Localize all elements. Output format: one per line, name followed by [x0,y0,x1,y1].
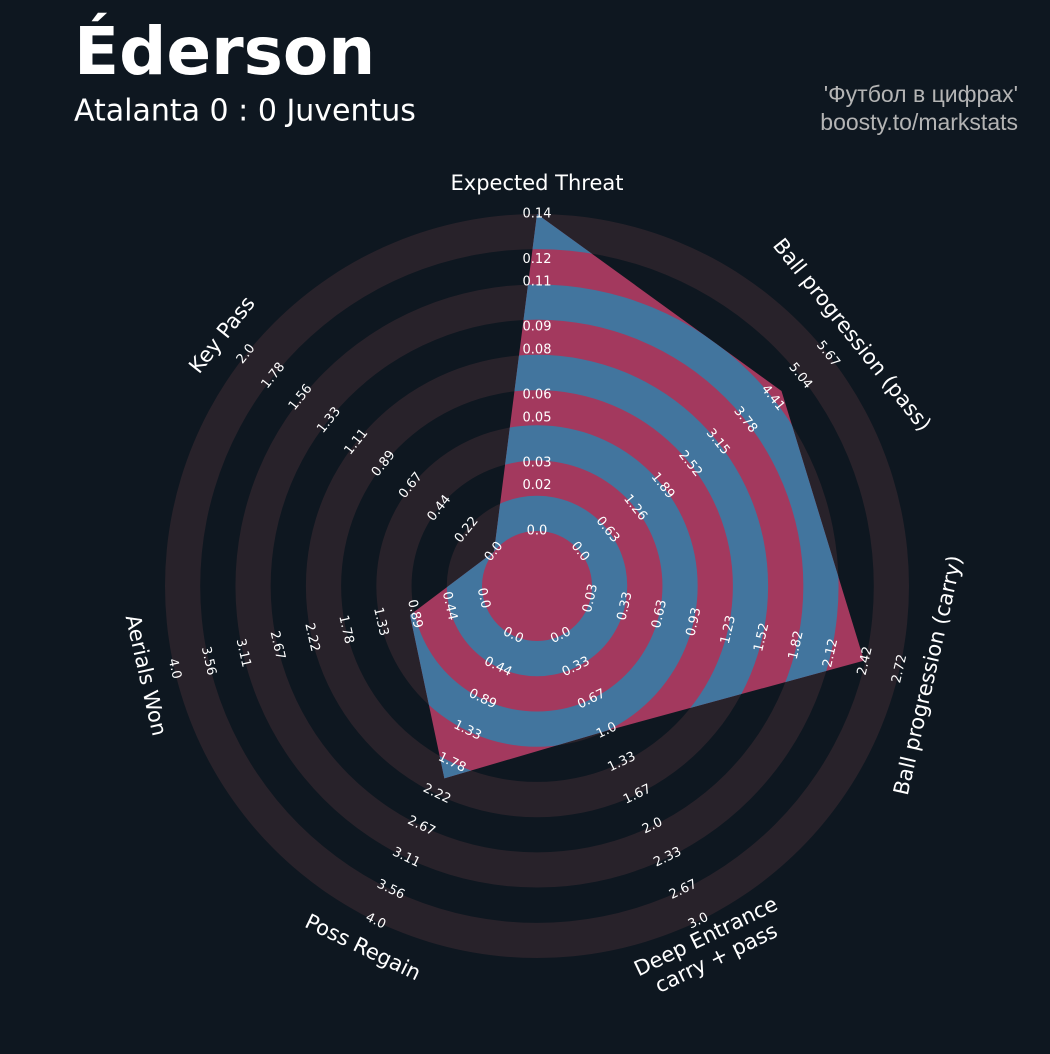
axis-label: Aerials Won [121,612,172,738]
tick-label: 3.11 [233,637,254,669]
tick-label: 0.44 [439,590,460,622]
tick-label: 1.78 [335,614,356,646]
tick-label: 0.0 [527,524,548,539]
tick-label: 0.89 [404,598,425,630]
tick-label: 1.82 [786,629,807,661]
tick-label: 0.0 [474,586,493,610]
tick-label: 0.11 [523,274,552,289]
tick-label: 1.33 [370,606,391,638]
axis-label-line: Expected Threat [451,171,624,195]
tick-label: 0.03 [580,582,601,614]
axis-label: Expected Threat [451,171,624,195]
tick-label: 0.05 [523,410,552,425]
tick-label: 0.14 [523,207,552,222]
tick-label: 0.63 [649,598,670,630]
tick-label: 1.23 [718,614,739,646]
tick-label: 2.22 [301,622,322,654]
tick-label: 2.12 [820,637,841,669]
tick-label: 2.42 [855,645,876,677]
tick-label: 0.93 [683,606,704,638]
tick-label: 0.06 [523,388,552,403]
tick-label: 0.12 [523,252,552,267]
credit-line: 'Футбол в цифрах' [824,81,1018,107]
tick-label: 4.0 [165,657,184,681]
tick-label: 1.52 [751,622,772,654]
chart-subtitle: Atalanta 0 : 0 Juventus [74,94,416,129]
tick-label: 3.56 [198,645,219,677]
tick-label: 0.09 [523,320,552,335]
tick-label: 0.02 [523,478,552,493]
axis-label-line: Aerials Won [121,612,172,738]
tick-label: 2.72 [889,653,910,685]
chart-title: Éderson [74,12,375,90]
tick-label: 2.67 [267,630,288,662]
tick-label: 0.03 [523,456,552,471]
credit-line: boosty.to/markstats [820,109,1018,135]
tick-label: 0.08 [523,342,552,357]
tick-label: 0.33 [615,590,636,622]
